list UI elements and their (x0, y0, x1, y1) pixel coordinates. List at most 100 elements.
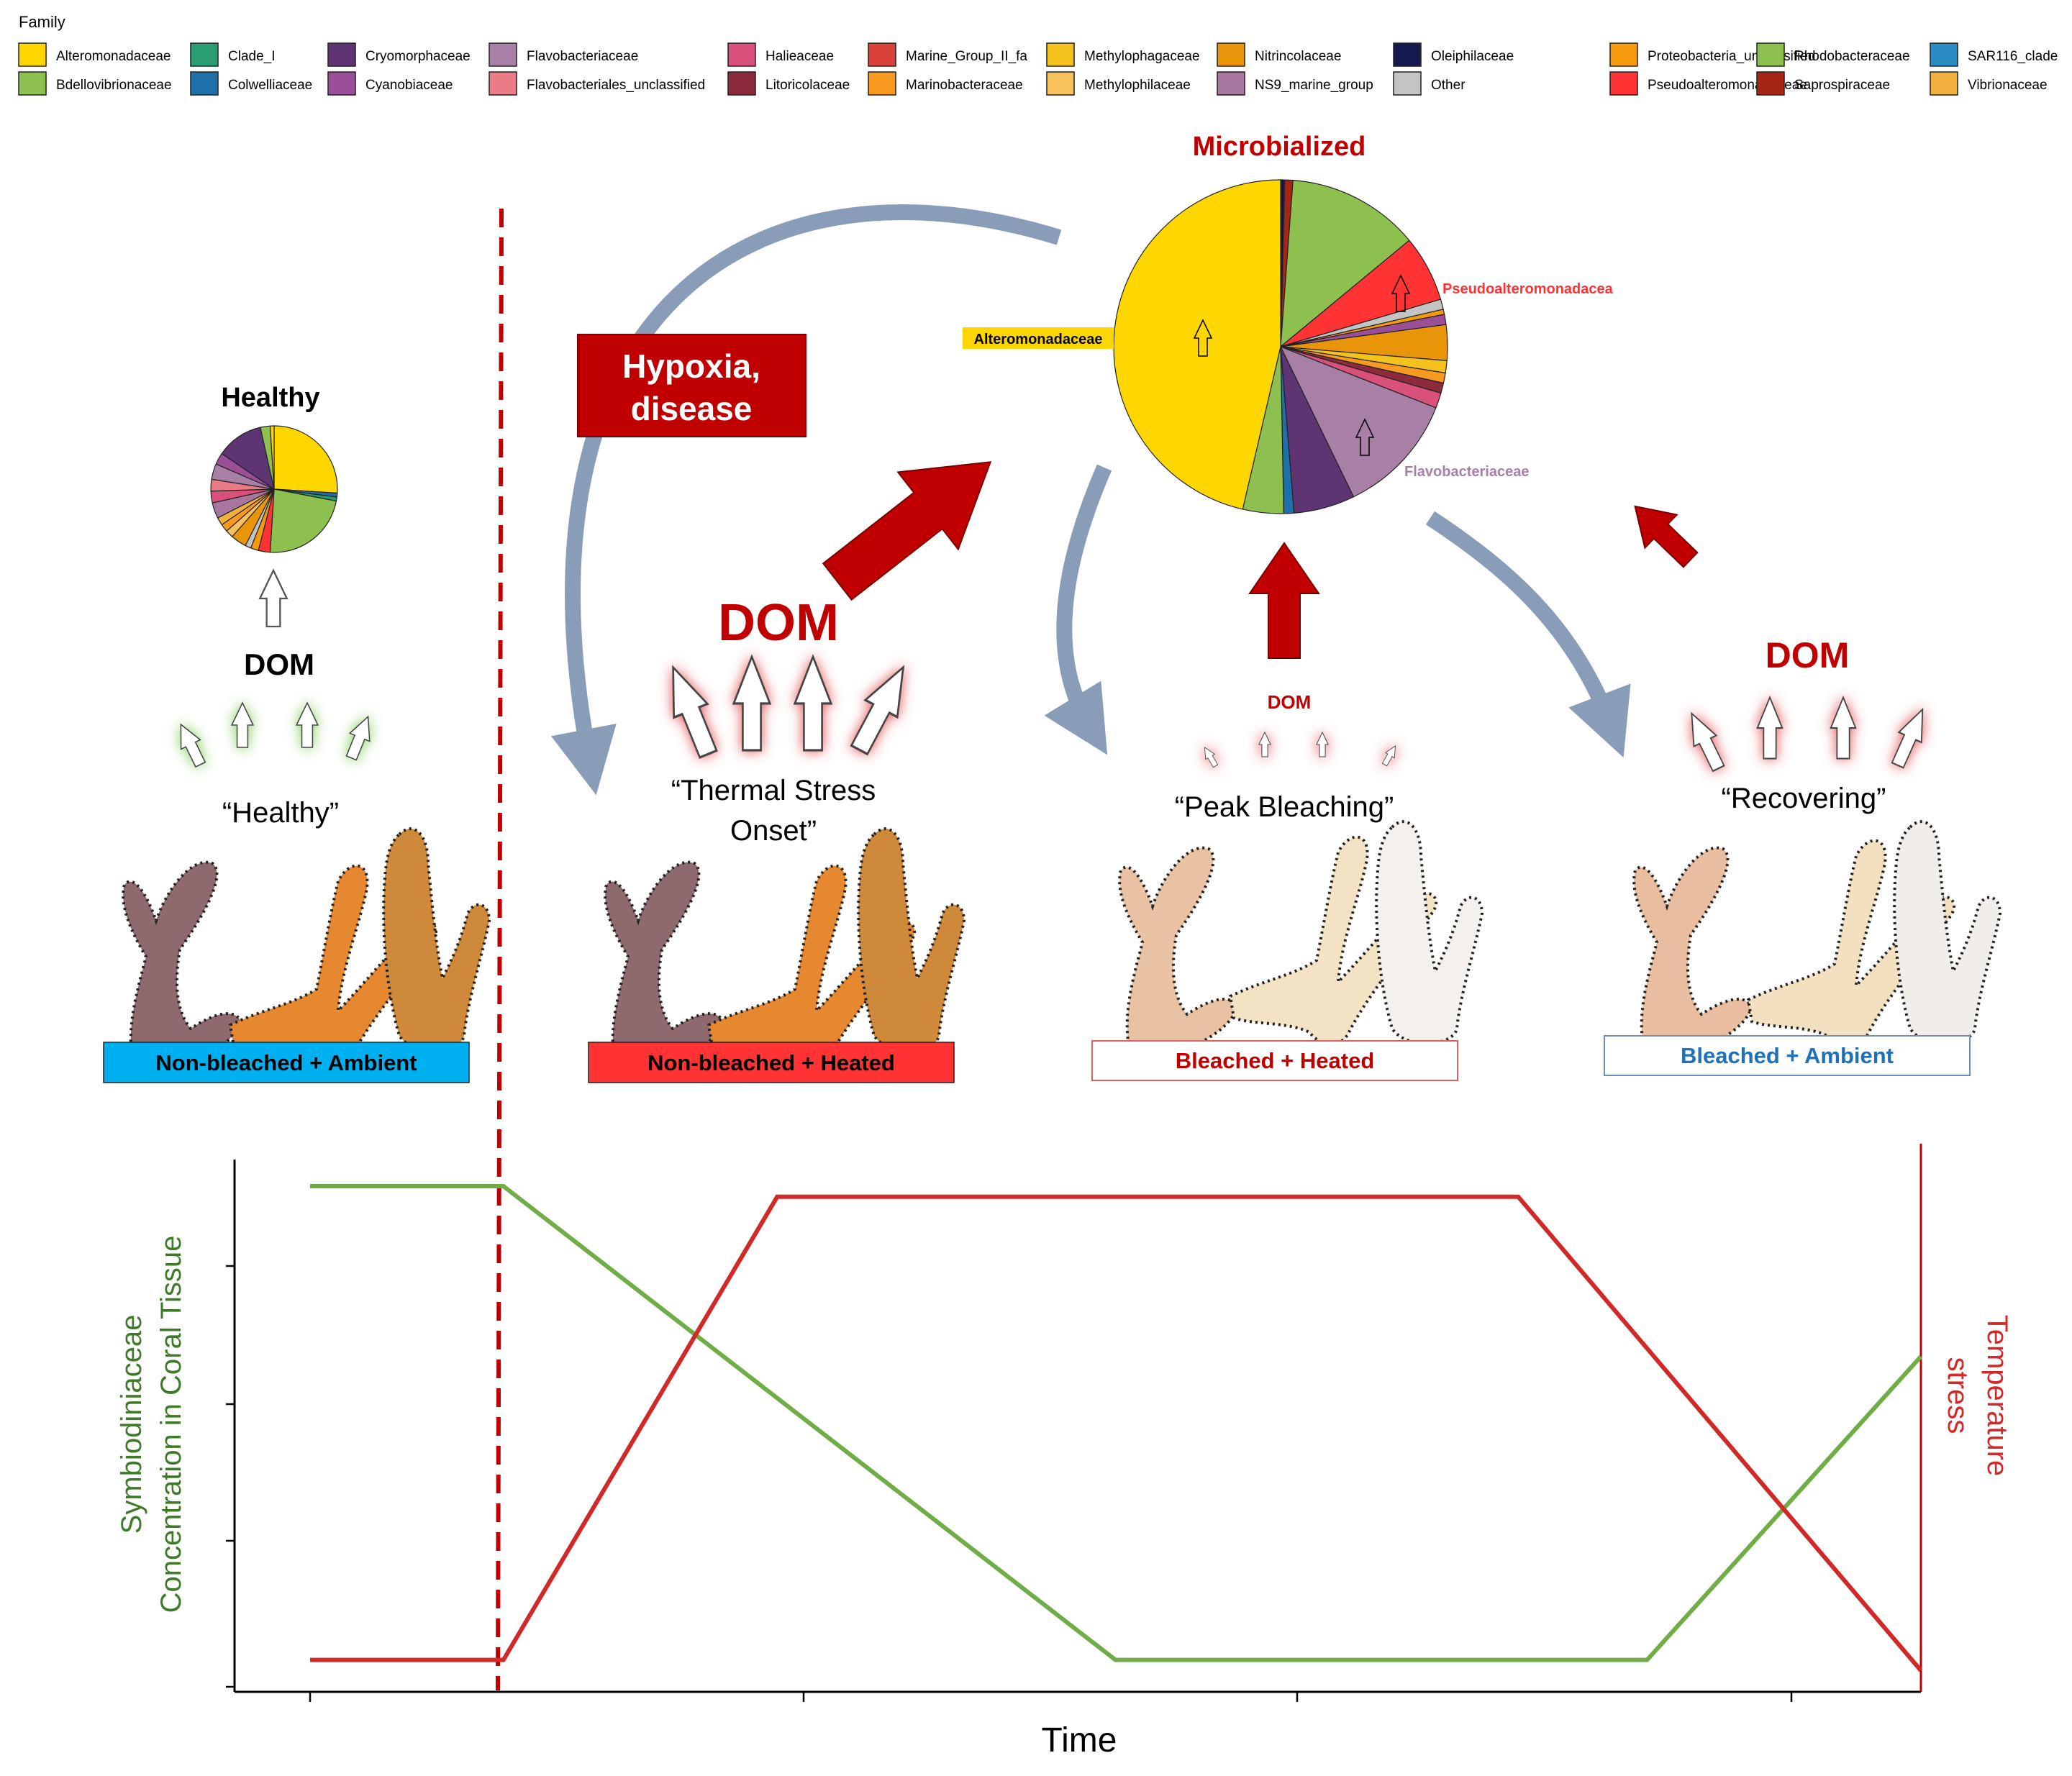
healthy-pie-title: Healthy (221, 383, 319, 413)
alteromonadaceae-label: Alteromonadaceae (974, 332, 1103, 347)
legend-item: Litoricolaceae (727, 71, 850, 96)
legend-label: Cryomorphaceae (365, 49, 471, 64)
y-axis-label: Symbiodiniaceae Concentration in Coral T… (116, 1236, 187, 1613)
legend-item: Vibrionaceae (1930, 71, 2048, 96)
hypoxia-label-line1: Hypoxia, (622, 347, 760, 385)
dom-onset: DOM (655, 594, 921, 762)
legend-label: NS9_marine_group (1255, 78, 1373, 93)
timeline-chart: Time Symbiodiniaceae Concentration in Co… (116, 1144, 2013, 1759)
legend-item: Flavobacteriaceae (489, 42, 638, 67)
legend-label: Halieaceae (765, 49, 834, 64)
dom-label-healthy: DOM (244, 647, 314, 681)
condition-label-bleaching: Bleached + Heated (1176, 1048, 1375, 1073)
coral-group-bleaching (1118, 820, 1483, 1052)
dom-arrows-healthy (171, 702, 379, 770)
y-axis-label-line2: Concentration in Coral Tissue (155, 1236, 187, 1613)
condition-label-onset: Non-bleached + Heated (648, 1050, 895, 1075)
y2-axis-label-line2: stress (1942, 1357, 1973, 1434)
dom-recovering: DOM (1679, 635, 1935, 775)
legend-item: Saprospiraceae (1756, 71, 1890, 96)
legend-label: Flavobacteriaceae (527, 49, 638, 64)
legend-label: Methylophilaceae (1084, 78, 1191, 93)
legend-label: Colwelliaceae (228, 78, 312, 93)
cycle-arrow-left (550, 204, 1062, 796)
legend-item: NS9_marine_group (1217, 71, 1373, 96)
healthy-pie-group: Healthy (210, 383, 338, 553)
cycle-arrow-right (1425, 511, 1631, 758)
legend-label: SAR116_clade (1968, 49, 2058, 64)
microbialized-pie-title: Microbialized (1193, 132, 1366, 162)
legend-swatch (18, 71, 47, 96)
legend-swatch (1217, 71, 1245, 96)
red-arrow-recovering (1634, 505, 1699, 568)
dom-arrows-onset (655, 655, 921, 762)
red-arrow-onset (822, 461, 992, 601)
dom-arrows-recovering (1679, 696, 1935, 775)
condition-box-healthy (103, 1042, 470, 1083)
legend-label: Marinobacteraceae (906, 78, 1023, 93)
pie-slice (1280, 179, 1410, 348)
legend-swatch (1217, 42, 1245, 67)
legend-swatch (868, 71, 896, 96)
condition-boxes: Non-bleached + Ambient Non-bleached + He… (103, 1035, 1971, 1083)
y2-axis-label: Temperature stress (1942, 1315, 2013, 1477)
legend-swatch (489, 42, 517, 67)
condition-box-onset (588, 1042, 955, 1083)
legend-label: Cyanobiaceae (365, 78, 453, 93)
legend-item: Halieaceae (727, 42, 834, 67)
cycle-arrow-middle (1044, 464, 1112, 755)
dom-label-recovering: DOM (1766, 635, 1850, 675)
legend-item: Rhodobacteraceae (1756, 42, 1910, 67)
red-arrows (822, 461, 1699, 659)
legend-label: Nitrincolaceae (1255, 49, 1341, 64)
flavobacteriaceae-label: Flavobacteriaceae (1404, 464, 1529, 480)
legend-swatch (1393, 42, 1422, 67)
legend-swatch (489, 71, 517, 96)
stage-title-onset-line1: “Thermal Stress (671, 775, 876, 806)
microbialized-pie-group: Microbialized Alteromonadaceae Pseudoalt… (963, 132, 1614, 514)
pie-slice (269, 425, 275, 490)
legend-label: Litoricolaceae (765, 78, 850, 93)
stage-title-bleaching: “Peak Bleaching” (1175, 791, 1394, 823)
legend-label: Saprospiraceae (1794, 78, 1890, 93)
y2-axis-label-line1: Temperature (1981, 1315, 2013, 1477)
legend-item: Bdellovibrionaceae (18, 71, 172, 96)
legend-swatch (868, 42, 896, 67)
temperature-stress-line (310, 1194, 1923, 1672)
legend-label: Alteromonadaceae (56, 49, 171, 64)
pie-slice (1113, 179, 1281, 510)
dom-label-onset: DOM (718, 594, 839, 652)
pie-slice (221, 427, 275, 491)
legend-swatch (1756, 42, 1785, 67)
y-axis-label-line1: Symbiodiniaceae (116, 1315, 147, 1534)
legend-item: Cryomorphaceae (327, 42, 471, 67)
legend-swatch (727, 71, 756, 96)
legend-swatch (1930, 42, 1958, 67)
thermal-onset-divider (496, 208, 504, 1691)
legend-label: Oleiphilaceae (1431, 49, 1514, 64)
hypoxia-label-line2: disease (631, 390, 753, 427)
legend-item: Alteromonadaceae (18, 42, 171, 67)
pie-slice (273, 425, 338, 494)
legend-swatch (1046, 42, 1075, 67)
alteromonadaceae-label-bg (963, 327, 1114, 349)
legend-item: Methylophilaceae (1046, 71, 1191, 96)
legend-item: Methylophagaceae (1046, 42, 1200, 67)
legend-label: Flavobacteriales_unclassified (527, 78, 705, 93)
legend-label: Bdellovibrionaceae (56, 78, 172, 93)
x-ticks (309, 1692, 1793, 1702)
legend-item: Clade_I (190, 42, 276, 67)
legend-swatch (1609, 42, 1638, 67)
pie-slice (1279, 345, 1437, 498)
legend-item: Other (1393, 71, 1466, 96)
condition-box-recovering (1604, 1035, 1971, 1076)
legend-swatch (18, 42, 47, 67)
legend-items: Alteromonadaceae Bdellovibrionaceae Clade_… (18, 42, 2058, 96)
legend-item: Colwelliaceae (190, 71, 312, 96)
coral-group-onset (604, 827, 965, 1075)
cycle-arrows (550, 204, 1631, 796)
legend-swatch (727, 42, 756, 67)
legend-swatch (190, 71, 219, 96)
condition-label-recovering: Bleached + Ambient (1681, 1043, 1894, 1068)
